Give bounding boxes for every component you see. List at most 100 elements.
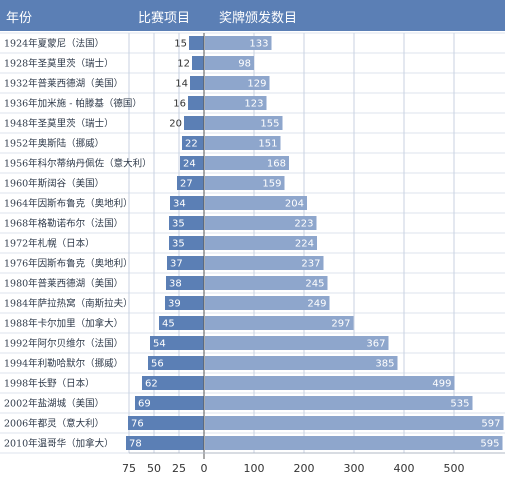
- medals-bar: [205, 96, 267, 110]
- events-bar: [189, 36, 204, 50]
- medals-bar: [205, 136, 281, 150]
- events-value-label: 15: [174, 39, 187, 50]
- events-value-label: 54: [153, 339, 166, 350]
- right-tick-label: 400: [394, 462, 415, 475]
- row-label: 1964年因斯布鲁克（奥地利）: [4, 198, 133, 210]
- medals-bar: [205, 116, 283, 130]
- medals-bar: [205, 396, 473, 410]
- medals-value-label: 223: [294, 219, 313, 230]
- right-tick-label: 100: [244, 462, 265, 475]
- medals-value-label: 249: [307, 299, 326, 310]
- medals-value-label: 123: [244, 99, 263, 110]
- medals-bar: [205, 416, 504, 430]
- row-label: 1960年斯阔谷（美国）: [4, 178, 104, 190]
- events-bar: [190, 76, 204, 90]
- medals-value-label: 133: [249, 39, 268, 50]
- medals-value-label: 168: [267, 159, 286, 170]
- medals-column-header: 奖牌颁发数目: [219, 11, 298, 26]
- events-bar: [167, 256, 204, 270]
- events-value-label: 39: [168, 299, 181, 310]
- medals-value-label: 595: [480, 439, 499, 450]
- events-bar: [188, 96, 204, 110]
- events-value-label: 76: [131, 419, 144, 430]
- year-column-header: 年份: [6, 11, 33, 26]
- events-value-label: 12: [177, 59, 190, 70]
- row-label: 1984年萨拉热窝（南斯拉夫）: [4, 298, 133, 310]
- events-bar: [135, 396, 204, 410]
- events-value-label: 14: [175, 79, 188, 90]
- events-bar: [169, 216, 204, 230]
- events-bar: [182, 136, 204, 150]
- row-label: 1968年格勒诺布尔（法国）: [4, 218, 123, 230]
- events-bar: [169, 236, 204, 250]
- medals-bar: [205, 336, 389, 350]
- medals-bar: [205, 376, 455, 390]
- row-label: 1956年科尔蒂纳丹佩佐（意大利）: [4, 158, 152, 170]
- events-value-label: 34: [173, 199, 186, 210]
- events-value-label: 24: [183, 159, 196, 170]
- events-bar: [126, 436, 204, 450]
- left-tick-label: 75: [122, 462, 136, 475]
- row-label: 1928年圣莫里茨（瑞士）: [4, 58, 114, 70]
- medals-value-label: 129: [247, 79, 266, 90]
- row-label: 1994年利勒哈默尔（挪威）: [4, 358, 123, 370]
- events-value-label: 62: [145, 379, 158, 390]
- row-label: 1972年札幌（日本）: [4, 238, 95, 250]
- chart-header: 年份 比赛项目 奖牌颁发数目: [0, 0, 505, 31]
- right-tick-label: 0: [201, 462, 208, 475]
- medals-value-label: 385: [375, 359, 394, 370]
- events-bar: [180, 156, 204, 170]
- events-value-label: 56: [151, 359, 164, 370]
- events-bar: [177, 176, 204, 190]
- medals-value-label: 155: [260, 119, 279, 130]
- events-value-label: 20: [169, 119, 182, 130]
- medals-bar: [205, 216, 317, 230]
- right-tick-label: 200: [294, 462, 315, 475]
- row-label: 2006年都灵（意大利）: [4, 418, 104, 430]
- row-label: 1980年普莱西德湖（美国）: [4, 278, 123, 290]
- medals-bar: [205, 256, 324, 270]
- medals-value-label: 237: [301, 259, 320, 270]
- medals-bar: [205, 296, 330, 310]
- medals-bar: [205, 156, 289, 170]
- events-bar: [148, 356, 204, 370]
- events-column-header: 比赛项目: [138, 11, 191, 26]
- events-value-label: 35: [172, 239, 185, 250]
- row-label: 1992年阿尔贝维尔（法国）: [4, 338, 123, 350]
- row-label: 1988年卡尔加里（加拿大）: [4, 318, 123, 330]
- medals-value-label: 535: [450, 399, 469, 410]
- events-bar: [150, 336, 204, 350]
- medals-bar: [205, 196, 307, 210]
- row-label: 1924年夏蒙尼（法国）: [4, 38, 104, 50]
- medals-value-label: 297: [331, 319, 350, 330]
- right-tick-label: 300: [344, 462, 365, 475]
- events-bar: [166, 276, 204, 290]
- left-tick-label: 50: [147, 462, 161, 475]
- events-value-label: 69: [138, 399, 151, 410]
- events-value-label: 16: [173, 99, 186, 110]
- right-tick-label: 500: [444, 462, 465, 475]
- events-bar: [159, 316, 204, 330]
- events-value-label: 45: [162, 319, 175, 330]
- medals-value-label: 245: [305, 279, 324, 290]
- row-label: 2002年盐湖城（美国）: [4, 398, 104, 410]
- events-value-label: 37: [170, 259, 183, 270]
- events-value-label: 22: [185, 139, 198, 150]
- row-label: 1932年普莱西德湖（美国）: [4, 78, 123, 90]
- events-bar: [165, 296, 204, 310]
- medals-value-label: 151: [258, 139, 277, 150]
- medals-value-label: 499: [432, 379, 451, 390]
- events-bar: [184, 116, 204, 130]
- medals-bar: [205, 176, 285, 190]
- row-label: 1998年长野（日本）: [4, 378, 95, 390]
- medals-value-label: 224: [295, 239, 314, 250]
- medals-bar: [205, 76, 270, 90]
- medals-bar: [205, 276, 328, 290]
- medals-bar: [205, 236, 317, 250]
- medals-value-label: 159: [262, 179, 281, 190]
- left-tick-label: 25: [172, 462, 186, 475]
- events-value-label: 78: [129, 439, 142, 450]
- events-bar: [128, 416, 204, 430]
- medals-value-label: 367: [366, 339, 385, 350]
